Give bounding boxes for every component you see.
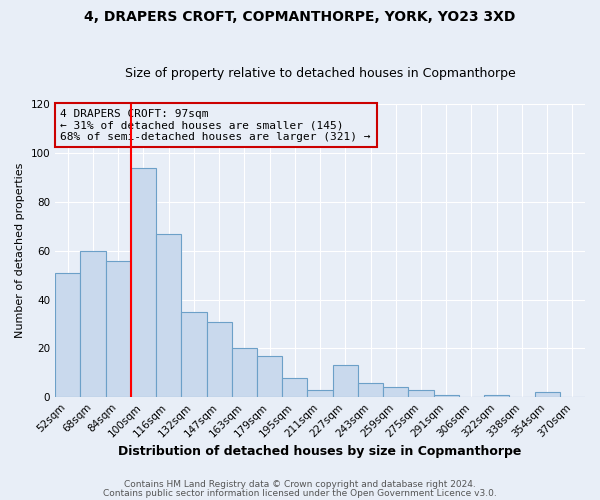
Bar: [383, 388, 409, 397]
Bar: [434, 395, 459, 397]
Text: 4 DRAPERS CROFT: 97sqm
← 31% of detached houses are smaller (145)
68% of semi-de: 4 DRAPERS CROFT: 97sqm ← 31% of detached…: [61, 108, 371, 142]
Bar: [80, 251, 106, 397]
Y-axis label: Number of detached properties: Number of detached properties: [15, 163, 25, 338]
Bar: [257, 356, 282, 397]
Bar: [484, 395, 509, 397]
Text: Contains public sector information licensed under the Open Government Licence v3: Contains public sector information licen…: [103, 488, 497, 498]
Bar: [181, 312, 206, 397]
Bar: [307, 390, 332, 397]
Bar: [156, 234, 181, 397]
Bar: [232, 348, 257, 397]
Title: Size of property relative to detached houses in Copmanthorpe: Size of property relative to detached ho…: [125, 66, 515, 80]
Text: 4, DRAPERS CROFT, COPMANTHORPE, YORK, YO23 3XD: 4, DRAPERS CROFT, COPMANTHORPE, YORK, YO…: [85, 10, 515, 24]
Bar: [409, 390, 434, 397]
Bar: [282, 378, 307, 397]
Bar: [206, 322, 232, 397]
Bar: [131, 168, 156, 397]
X-axis label: Distribution of detached houses by size in Copmanthorpe: Distribution of detached houses by size …: [118, 444, 522, 458]
Bar: [332, 366, 358, 397]
Bar: [106, 260, 131, 397]
Bar: [55, 272, 80, 397]
Bar: [535, 392, 560, 397]
Bar: [358, 382, 383, 397]
Text: Contains HM Land Registry data © Crown copyright and database right 2024.: Contains HM Land Registry data © Crown c…: [124, 480, 476, 489]
